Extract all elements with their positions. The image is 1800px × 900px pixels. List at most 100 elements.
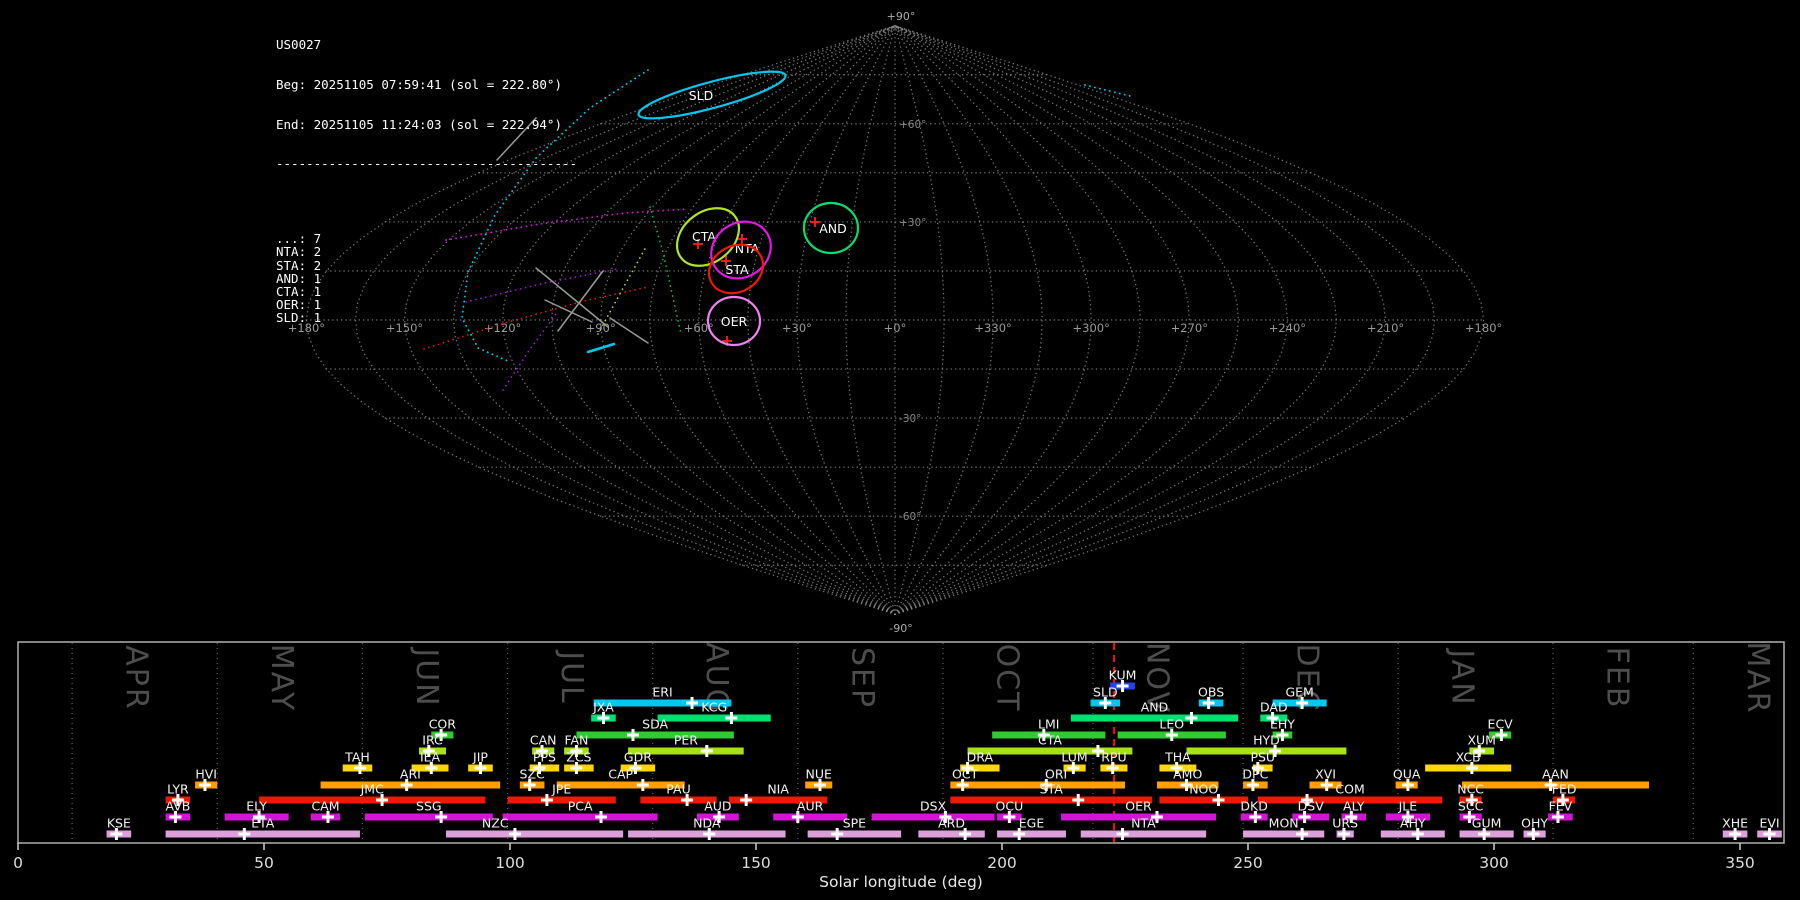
shower-bar-label: OBS [1198,685,1224,700]
equator-label: +210° [1367,321,1404,335]
shower-bar-SDA [576,731,734,739]
shower-peak-marker [1269,745,1282,757]
shower-peak-marker [725,712,738,724]
shower-bar-ARD [918,830,985,838]
shower-ellipse-NTA [710,220,772,280]
shower-bar-label: SZC [520,767,545,782]
shower-peak-marker [1411,828,1424,840]
shower-peak-marker [474,762,487,774]
shower-bar-MON [1243,830,1325,838]
shower-ellipse-CTA [676,207,740,267]
meteor-trail [1084,84,1131,97]
shower-bar-OER [1061,813,1217,821]
shower-peak-marker [740,794,753,806]
shower-bar-label: COR [429,717,457,732]
shower-bar-label: LEO [1159,717,1184,732]
shower-peak-marker [1296,697,1309,709]
grid-meridian [894,25,1485,615]
shower-peak-marker [1170,762,1183,774]
shower-bar-label: STA [1040,782,1064,797]
shower-peak-marker [1150,811,1163,823]
shower-bar-label: AND [1141,700,1169,715]
shower-bar-label: FED [1552,782,1577,797]
shower-peak-marker [629,762,642,774]
meteor-trail [465,268,618,303]
meteor-trail [445,208,689,241]
shower-peak-marker [1003,811,1016,823]
shower-bar-label: JPE [551,782,571,797]
month-label-MAR: MAR [1740,641,1775,714]
equator-label: +330° [974,321,1011,335]
shower-bar-label: JIP [472,750,488,765]
shower-bar-CAP [556,781,685,789]
grid-meridian [894,25,994,615]
shower-bar-label: JMC [360,782,384,797]
shower-bar-label: RPU [1101,750,1126,765]
shower-bar-label: CAN [530,733,557,748]
equator-label: +30° [782,321,812,335]
shower-bar-label: XHE [1722,816,1748,831]
shower-bar-label: PSU [1250,750,1275,765]
shower-peak-marker [1040,779,1053,791]
month-label-JUN: JUN [409,646,444,707]
shower-ellipse-OER [706,295,762,347]
month-label-APR: APR [119,645,154,710]
shower-bar-label: FEV [1549,799,1573,814]
shower-bar-label: CAM [311,799,339,814]
separator-line: ---------------------------------------- [276,156,578,172]
shower-peak-marker [961,762,974,774]
shower-peak-marker [595,811,608,823]
shower-bar-DSX [871,813,995,821]
shower-bar-PCA [502,813,658,821]
shower-bar-label: SSG [416,799,442,814]
shower-ellipse-SLD [637,70,787,120]
shower-bar-label: PPS [533,750,556,765]
shower-bar-label: SPE [843,816,866,831]
shower-bar-label: NZC [482,816,509,831]
shower-ellipse-label: STA [725,262,749,277]
shower-peak-marker [400,779,413,791]
shower-bar-NTA [1080,830,1207,838]
shower-peak-marker [523,779,536,791]
equator-label: +180° [288,321,325,335]
shower-peak-marker [1337,828,1350,840]
shower-bar-label: MON [1269,816,1299,831]
shower-bar-label: LYR [167,782,189,797]
shower-bar-NOO [1159,796,1248,804]
grid-meridian [894,25,1240,615]
shower-peak-marker [939,811,952,823]
shower-bar-AND [1070,714,1239,722]
shower-peak-marker [1246,779,1259,791]
shower-peak-marker [1202,697,1215,709]
shower-peak-marker [171,794,184,806]
shower-peak-marker [1763,828,1776,840]
shower-bar-EGE [997,830,1066,838]
shower-bar-AUR [773,813,848,821]
shower-peak-marker [1401,811,1414,823]
shower-peak-marker [321,811,334,823]
shower-bar-label: PER [674,733,698,748]
shower-bar-label: ELY [246,799,267,814]
shower-peak-marker [353,762,366,774]
grid-meridian [305,25,896,615]
shower-bar-SPE [807,830,902,838]
shower-peak-marker [169,811,182,823]
shower-peak-marker [1099,697,1112,709]
shower-peak-marker [425,762,438,774]
month-label-OCT: OCT [989,644,1024,713]
x-tick-label: 150 [741,854,771,872]
shower-peak-marker [1465,762,1478,774]
shower-peak-marker [238,828,251,840]
grid-meridian [796,25,896,615]
shower-bar-NZC [446,830,624,838]
shower-peak-marker [1298,811,1311,823]
x-tick-label: 50 [254,854,274,872]
shower-bar-label: ERI [652,685,672,700]
shower-bar-label: HYD [1253,733,1280,748]
grid-meridian [599,25,896,615]
shower-peak-marker [508,828,521,840]
x-axis-title: Solar longitude (deg) [819,873,983,891]
shower-bar-ETA [165,830,360,838]
grid-meridian [894,25,1338,615]
shower-peak-marker [1249,811,1262,823]
